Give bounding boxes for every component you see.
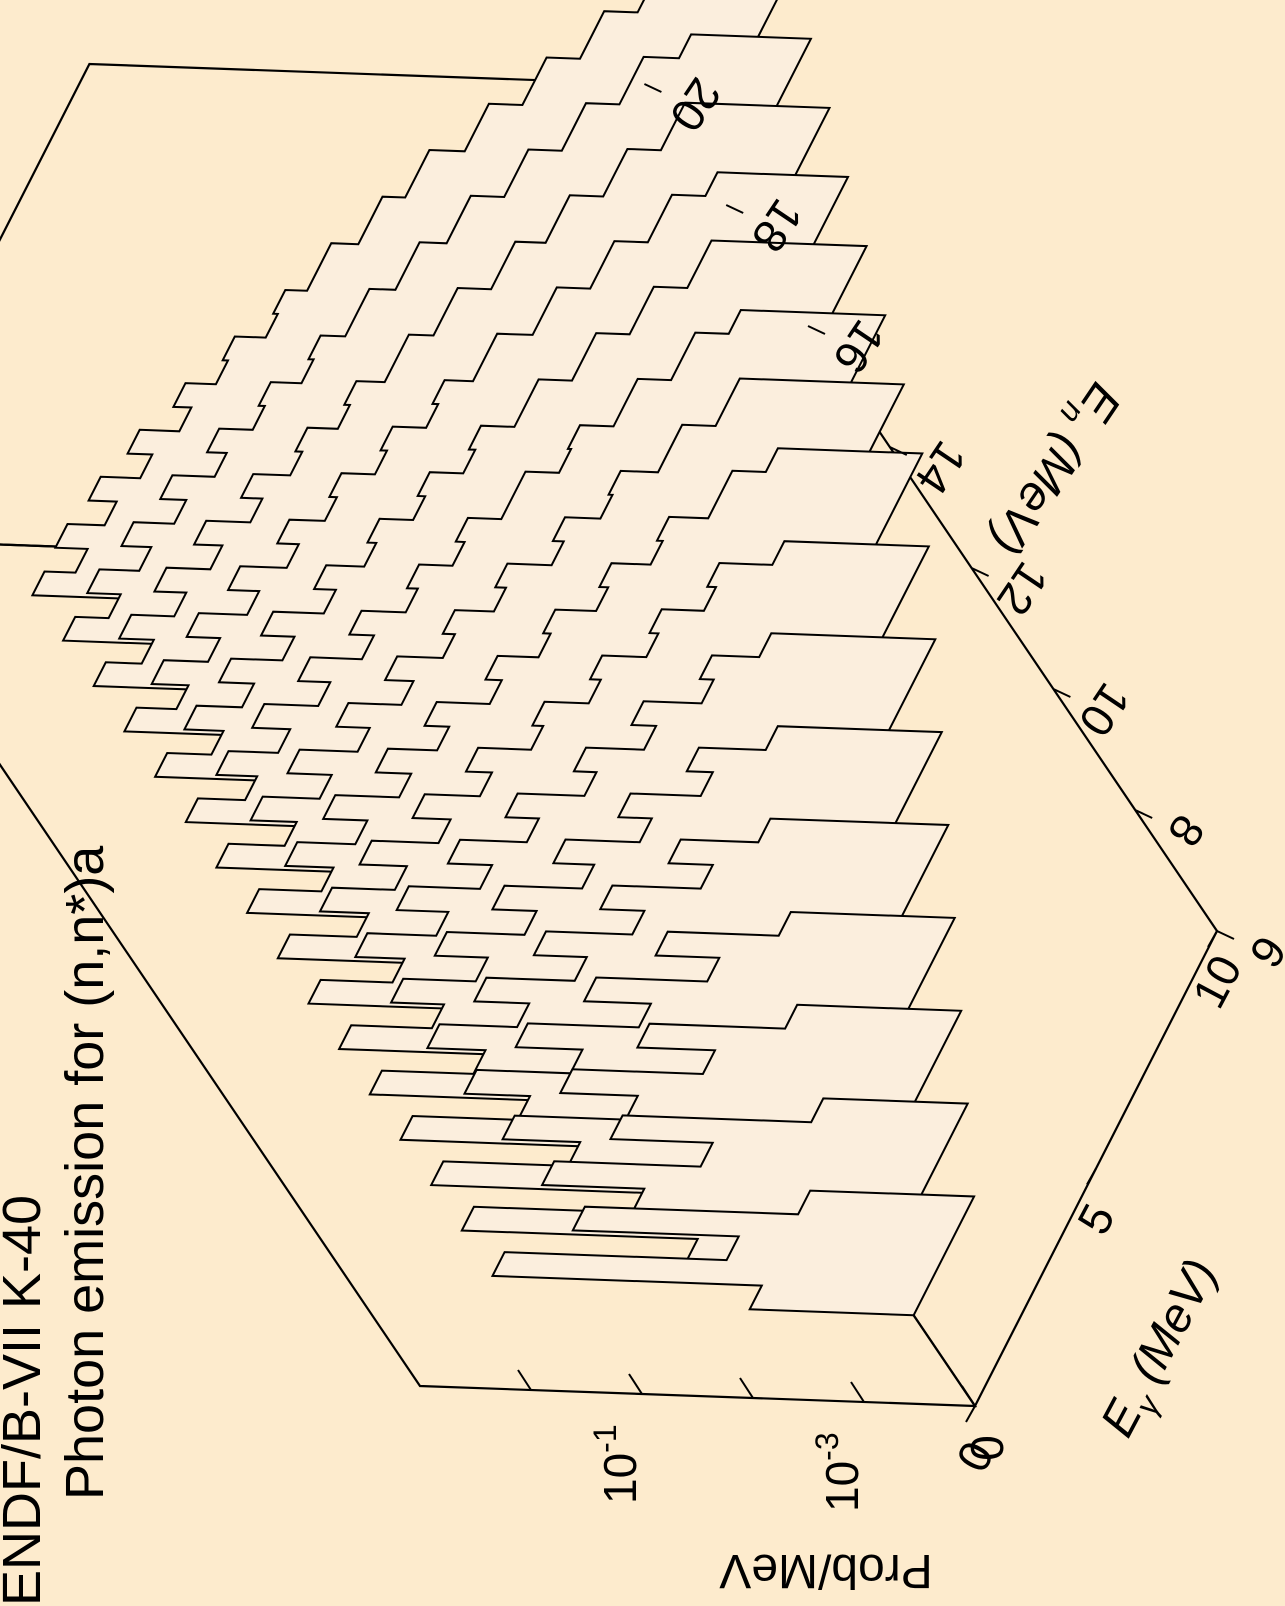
- y-tick-6: [1216, 930, 1235, 940]
- z-tick-1: [739, 1377, 754, 1399]
- chart-title: ENDF/B-VII K-40: [0, 1195, 52, 1606]
- y-tick-10: [1052, 688, 1071, 698]
- z-tick-4: [628, 1373, 643, 1395]
- y-tick-label-8: 8: [1158, 806, 1215, 856]
- y-axis-label: En (MeV): [972, 369, 1131, 564]
- y-tick-8: [1134, 809, 1153, 819]
- z-tick-label: 10-3: [809, 1432, 868, 1512]
- z-tick-3: [850, 1381, 865, 1403]
- x-tick-label-5: 5: [1067, 1195, 1125, 1242]
- x-axis-label: Eγ (MeV): [1091, 1251, 1235, 1449]
- spectrum-en-7-5: [490, 1189, 976, 1317]
- y-tick-12: [971, 567, 990, 577]
- y-tick-label-10: 10: [1069, 674, 1141, 746]
- title-block: ENDF/B-VII K-40 Photon emission for (n,n…: [0, 845, 115, 1606]
- z-tick-label: 10-1: [587, 1424, 646, 1504]
- z-tick-label-zero: 0: [961, 1435, 1013, 1461]
- z-tick-0: [961, 1385, 976, 1407]
- x-tick-10: [1207, 930, 1218, 948]
- chart-subtitle: Photon emission for (n,n*)a: [55, 845, 115, 1500]
- z-axis-label: Prob/MeV: [719, 1544, 932, 1597]
- z-tick-2: [517, 1369, 532, 1391]
- x-tick-label-10: 10: [1182, 947, 1252, 1017]
- y-tick-20: [643, 83, 662, 93]
- x-tick-0: [965, 1405, 976, 1423]
- spectra-curves: [30, 0, 976, 1317]
- x-tick-5: [1086, 1168, 1097, 1185]
- y-tick-14: [889, 446, 908, 456]
- y-tick-18: [725, 204, 744, 214]
- y-tick-16: [807, 325, 826, 335]
- y-tick-label-14: 14: [905, 432, 977, 504]
